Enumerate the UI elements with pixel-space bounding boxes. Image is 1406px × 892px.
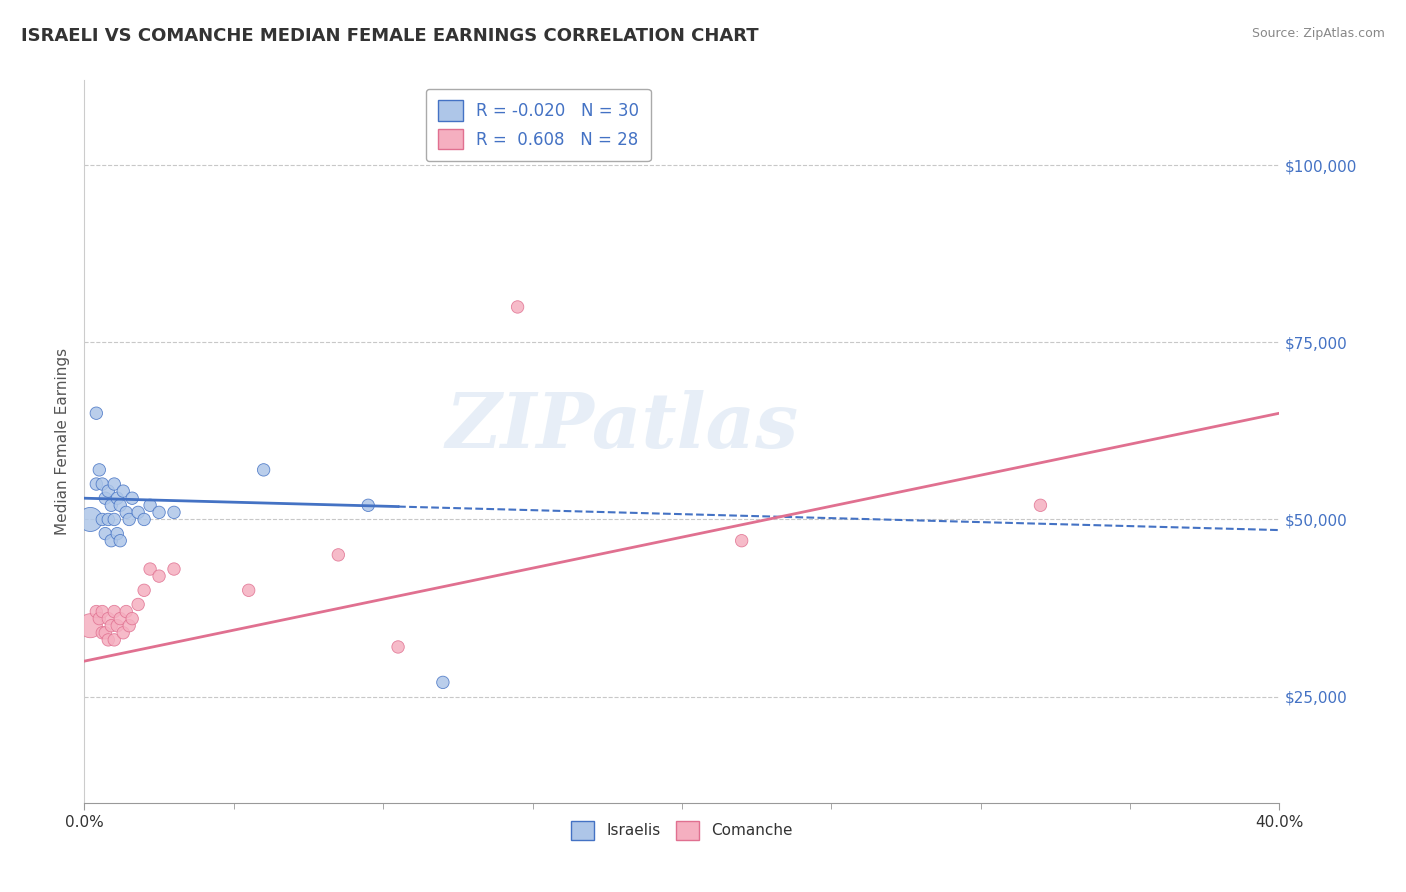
Point	[118, 618, 141, 632]
Point	[105, 618, 128, 632]
Point	[121, 491, 143, 506]
Text: ZIPatlas: ZIPatlas	[446, 390, 799, 464]
Point	[118, 512, 141, 526]
Point	[115, 605, 138, 619]
Point	[110, 533, 132, 548]
Point	[105, 491, 128, 506]
Point	[100, 498, 122, 512]
Point	[91, 605, 114, 619]
Y-axis label: Median Female Earnings: Median Female Earnings	[55, 348, 70, 535]
Point	[97, 484, 120, 499]
Point	[112, 625, 135, 640]
Point	[94, 526, 117, 541]
Point	[253, 463, 276, 477]
Point	[132, 583, 156, 598]
Point	[105, 526, 128, 541]
Point	[432, 675, 454, 690]
Point	[103, 477, 125, 491]
Legend: Israelis, Comanche: Israelis, Comanche	[565, 815, 799, 846]
Point	[94, 491, 117, 506]
Point	[132, 512, 156, 526]
Point	[91, 512, 114, 526]
Point	[86, 605, 108, 619]
Point	[91, 477, 114, 491]
Point	[110, 612, 132, 626]
Point	[148, 569, 170, 583]
Point	[121, 612, 143, 626]
Point	[103, 512, 125, 526]
Point	[100, 533, 122, 548]
Point	[139, 498, 162, 512]
Point	[328, 548, 350, 562]
Point	[97, 632, 120, 647]
Point	[506, 300, 529, 314]
Point	[1029, 498, 1052, 512]
Point	[112, 484, 135, 499]
Point	[89, 463, 111, 477]
Point	[79, 512, 101, 526]
Point	[731, 533, 754, 548]
Point	[163, 505, 186, 519]
Point	[94, 625, 117, 640]
Point	[163, 562, 186, 576]
Text: Source: ZipAtlas.com: Source: ZipAtlas.com	[1251, 27, 1385, 40]
Point	[79, 618, 101, 632]
Point	[91, 625, 114, 640]
Point	[387, 640, 409, 654]
Point	[110, 498, 132, 512]
Point	[100, 618, 122, 632]
Point	[97, 612, 120, 626]
Point	[86, 406, 108, 420]
Point	[148, 505, 170, 519]
Point	[127, 598, 149, 612]
Point	[115, 505, 138, 519]
Point	[127, 505, 149, 519]
Point	[238, 583, 260, 598]
Point	[103, 632, 125, 647]
Point	[139, 562, 162, 576]
Point	[103, 605, 125, 619]
Point	[89, 612, 111, 626]
Point	[357, 498, 380, 512]
Text: ISRAELI VS COMANCHE MEDIAN FEMALE EARNINGS CORRELATION CHART: ISRAELI VS COMANCHE MEDIAN FEMALE EARNIN…	[21, 27, 759, 45]
Point	[86, 477, 108, 491]
Point	[97, 512, 120, 526]
